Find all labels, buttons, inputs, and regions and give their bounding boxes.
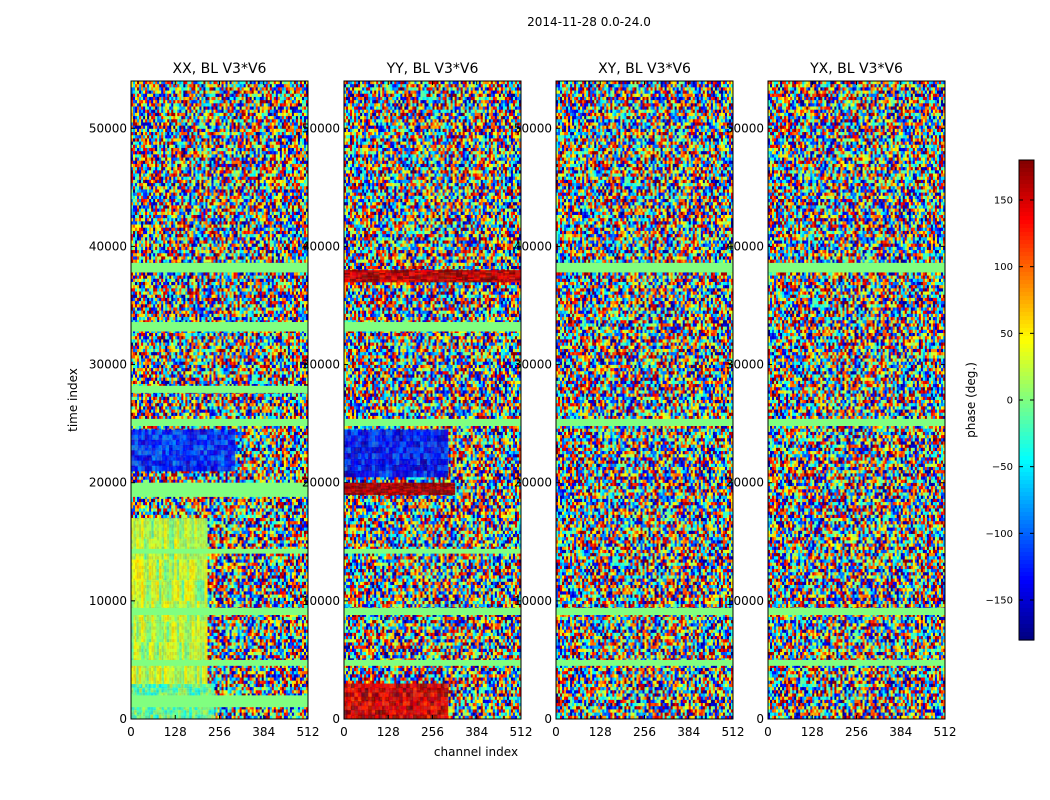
heatmap-image	[556, 81, 734, 720]
x-tick-label: 256	[845, 725, 868, 739]
flagged-band	[556, 419, 733, 426]
y-tick-label: 10000	[726, 594, 764, 608]
y-axis-label: time index	[66, 368, 80, 432]
y-tick-label: 10000	[89, 594, 127, 608]
y-tick-label: 30000	[514, 358, 552, 372]
flagged-band	[768, 263, 945, 272]
y-tick-label: 0	[544, 712, 552, 726]
flagged-band	[131, 695, 308, 707]
x-tick-label: 384	[889, 725, 912, 739]
flagged-band	[131, 386, 308, 393]
panel-1: XX, BL V3*V6 0 128 256 384 512 0 10000 20000 3000…	[89, 61, 320, 739]
panel-title: YX, BL V3*V6	[809, 61, 903, 77]
x-tick-label: 384	[677, 725, 700, 739]
colorbar-tick-label: 50	[1000, 329, 1013, 340]
colorbar-tick-label: −100	[986, 529, 1013, 540]
x-tick-label: 128	[377, 725, 400, 739]
colorbar-label: phase (deg.)	[964, 362, 978, 438]
heatmap-image	[344, 81, 522, 720]
flagged-band	[556, 660, 733, 666]
flagged-band	[344, 549, 521, 554]
y-tick-label: 20000	[726, 476, 764, 490]
flagged-band	[768, 419, 945, 426]
flagged-band	[131, 419, 308, 426]
x-tick-label: 512	[297, 725, 320, 739]
phase-region	[131, 518, 208, 684]
y-tick-label: 0	[119, 712, 127, 726]
y-tick-label: 40000	[302, 239, 340, 253]
x-tick-label: 384	[465, 725, 488, 739]
y-tick-label: 50000	[726, 121, 764, 135]
y-tick-label: 0	[756, 712, 764, 726]
x-tick-label: 128	[589, 725, 612, 739]
x-tick-label: 0	[764, 725, 772, 739]
colorbar: −150 −100 −50 0 50 100 150	[986, 160, 1034, 641]
flagged-band	[344, 419, 521, 426]
y-tick-label: 20000	[514, 476, 552, 490]
panel-title: YY, BL V3*V6	[386, 61, 479, 77]
colorbar-tick-label: −150	[986, 596, 1013, 607]
x-tick-label: 384	[252, 725, 275, 739]
figure-title: 2014-11-28 0.0-24.0	[527, 15, 651, 29]
colorbar-tick-label: 150	[994, 196, 1013, 207]
x-tick-label: 512	[934, 725, 957, 739]
y-tick-label: 40000	[726, 239, 764, 253]
flagged-band	[344, 660, 521, 666]
colorbar-tick-label: 0	[1007, 396, 1013, 407]
y-tick-label: 30000	[302, 358, 340, 372]
phase-region	[344, 430, 448, 478]
panel-2: YY, BL V3*V6 0 128 256 384 512 0 10000 20000 3000…	[302, 61, 533, 739]
panels: XX, BL V3*V6 0 128 256 384 512 0 10000 20000 3000…	[89, 61, 957, 739]
x-tick-label: 256	[421, 725, 444, 739]
flagged-band	[344, 322, 521, 331]
panel-title: XY, BL V3*V6	[598, 61, 691, 77]
flagged-band	[344, 608, 521, 615]
x-tick-label: 0	[127, 725, 135, 739]
x-tick-label: 128	[801, 725, 824, 739]
flagged-band	[768, 608, 945, 615]
panel-3: XY, BL V3*V6 0 128 256 384 512 0 10000 20000 3000…	[514, 61, 745, 739]
flagged-band	[556, 263, 733, 272]
flagged-band	[131, 549, 308, 554]
x-tick-label: 512	[510, 725, 533, 739]
flagged-band	[131, 608, 308, 615]
y-tick-label: 50000	[302, 121, 340, 135]
y-tick-label: 50000	[89, 121, 127, 135]
phase-region	[344, 684, 448, 720]
phase-region	[131, 430, 235, 472]
flagged-band	[131, 263, 308, 272]
panel-4: YX, BL V3*V6 0 128 256 384 512 0 10000 20000 3000…	[726, 61, 957, 739]
y-tick-label: 40000	[514, 239, 552, 253]
flagged-band	[131, 660, 308, 666]
y-tick-label: 20000	[89, 476, 127, 490]
y-tick-label: 10000	[302, 594, 340, 608]
x-tick-label: 0	[552, 725, 560, 739]
heatmap-image	[768, 81, 946, 720]
panel-title: XX, BL V3*V6	[173, 61, 267, 77]
x-tick-label: 512	[722, 725, 745, 739]
colorbar-tick-label: −50	[992, 462, 1013, 473]
y-tick-label: 30000	[726, 358, 764, 372]
x-tick-label: 0	[340, 725, 348, 739]
y-tick-label: 30000	[89, 358, 127, 372]
x-tick-label: 256	[208, 725, 231, 739]
x-tick-label: 128	[164, 725, 187, 739]
x-axis-label: channel index	[434, 745, 518, 759]
y-tick-label: 10000	[514, 594, 552, 608]
heatmap-image	[131, 81, 309, 720]
x-tick-label: 256	[633, 725, 656, 739]
colorbar-tick-label: 100	[994, 262, 1013, 273]
y-tick-label: 50000	[514, 121, 552, 135]
flagged-band	[131, 483, 308, 497]
y-tick-label: 20000	[302, 476, 340, 490]
phase-region	[344, 483, 455, 495]
flagged-band	[556, 608, 733, 615]
flagged-band	[131, 322, 308, 331]
flagged-band	[768, 660, 945, 666]
phase-region	[344, 270, 522, 282]
y-tick-label: 0	[332, 712, 340, 726]
y-tick-label: 40000	[89, 239, 127, 253]
